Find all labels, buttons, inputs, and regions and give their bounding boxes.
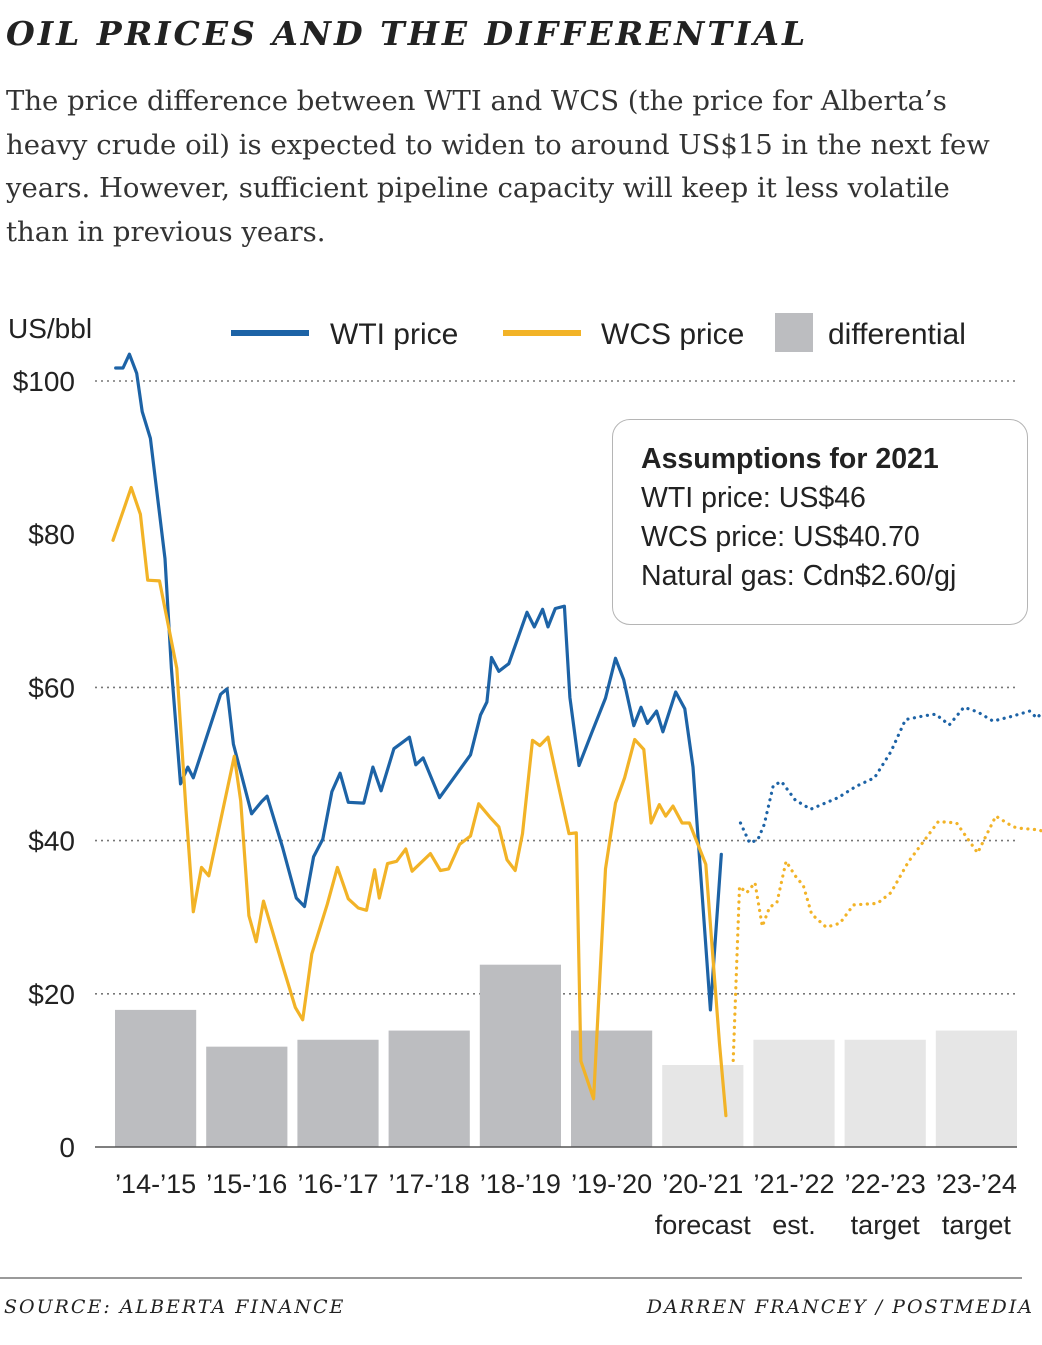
y-axis-unit-label: US/bbl bbox=[8, 313, 92, 344]
wcs-line-actual bbox=[111, 485, 728, 1118]
assumption-wcs: WCS price: US$40.70 bbox=[641, 521, 920, 553]
legend: WTI price WCS price differential bbox=[231, 313, 966, 352]
x-tick-label: ’14-’15 bbox=[115, 1169, 196, 1199]
wti-line-projection bbox=[738, 705, 1042, 845]
x-tick-label: ’19-’20 bbox=[571, 1169, 652, 1199]
x-tick-label: ’18-’19 bbox=[480, 1169, 561, 1199]
author-credit: DARREN FRANCEY / POSTMEDIA bbox=[646, 1296, 1034, 1318]
differential-bar bbox=[571, 1030, 653, 1147]
legend-swatch-differential bbox=[775, 313, 813, 352]
x-tick-label: ’22-’23 bbox=[845, 1169, 926, 1199]
x-tick-label: ’21-’22 bbox=[753, 1169, 834, 1199]
legend-label: WCS price bbox=[601, 318, 744, 351]
wcs-line-projection bbox=[731, 813, 1042, 1062]
assumption-wti: WTI price: US$46 bbox=[641, 482, 866, 514]
x-tick-sublabel: forecast bbox=[655, 1210, 752, 1240]
differential-bar bbox=[388, 1030, 470, 1147]
y-tick-label: $60 bbox=[28, 672, 75, 703]
legend-label: differential bbox=[828, 318, 966, 351]
y-tick-label: $20 bbox=[28, 979, 75, 1010]
chart-title: OIL PRICES AND THE DIFFERENTIAL bbox=[6, 14, 809, 53]
x-tick-label: ’23-’24 bbox=[936, 1169, 1017, 1199]
source-credit: SOURCE: ALBERTA FINANCE bbox=[4, 1296, 346, 1318]
assumptions-heading: Assumptions for 2021 bbox=[641, 443, 939, 475]
assumption-gas: Natural gas: Cdn$2.60/gj bbox=[641, 560, 957, 592]
x-tick-label: ’16-’17 bbox=[297, 1169, 378, 1199]
x-tick-label: ’20-’21 bbox=[662, 1169, 743, 1199]
footer-divider bbox=[0, 1277, 1022, 1279]
price-lines bbox=[111, 352, 1042, 1118]
y-tick-labels: 0 $20 $40 $60 $80 $100 bbox=[13, 366, 75, 1163]
x-tick-label: ’17-’18 bbox=[389, 1169, 470, 1199]
differential-bar bbox=[753, 1039, 835, 1147]
y-tick-label: $40 bbox=[28, 826, 75, 857]
assumptions-box: Assumptions for 2021 WTI price: US$46 WC… bbox=[612, 419, 1028, 625]
differential-bar bbox=[662, 1065, 744, 1147]
chart-subtitle: The price difference between WTI and WCS… bbox=[6, 85, 990, 248]
x-tick-sublabel: target bbox=[942, 1210, 1012, 1240]
differential-bar bbox=[115, 1009, 197, 1147]
x-tick-label: ’15-’16 bbox=[206, 1169, 287, 1199]
y-tick-label: $80 bbox=[28, 519, 75, 550]
x-tick-labels: ’14-’15 ’15-’16 ’16-’17 ’17-’18 ’18-’19 ’19-’… bbox=[115, 1169, 1017, 1240]
gridlines bbox=[95, 380, 1017, 995]
x-tick-sublabel: target bbox=[851, 1210, 921, 1240]
differential-bars bbox=[115, 964, 1017, 1147]
y-tick-label: $100 bbox=[13, 366, 75, 397]
differential-bar bbox=[206, 1046, 288, 1147]
differential-bar bbox=[297, 1039, 379, 1147]
wti-line-actual bbox=[114, 352, 723, 1012]
oil-price-chart: 0$20$40$60$80$100 ’14-’15’15-’16’16-’17’… bbox=[8, 313, 1042, 1240]
legend-label: WTI price bbox=[330, 318, 458, 351]
differential-bar bbox=[479, 964, 561, 1147]
x-tick-sublabel: est. bbox=[772, 1210, 816, 1240]
differential-bar bbox=[844, 1039, 926, 1147]
differential-bar bbox=[935, 1030, 1017, 1147]
y-tick-label: 0 bbox=[59, 1132, 75, 1163]
